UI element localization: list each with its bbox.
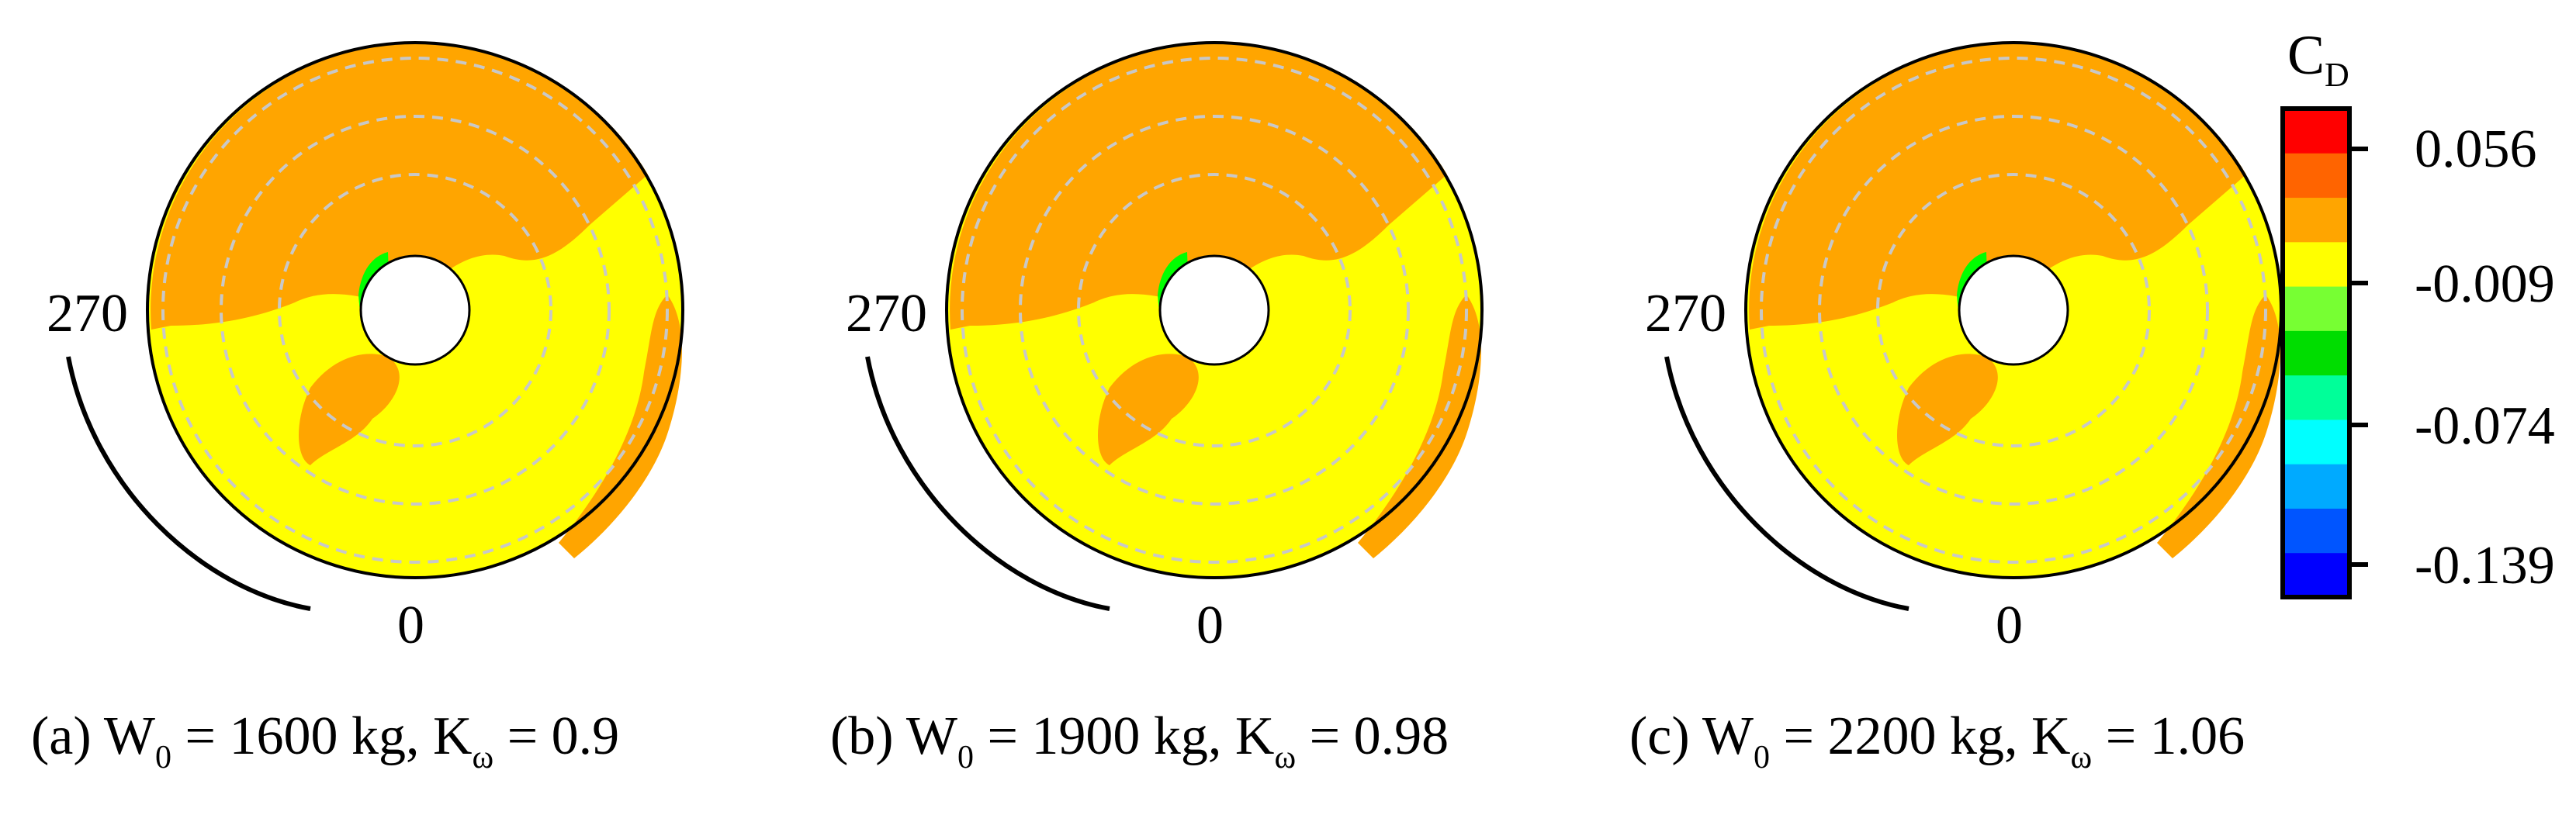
panel-c: 270 0 (c) W0 = 2200 kg, Kω = 1.06 [1598, 0, 2398, 815]
colorbar-segment [2283, 464, 2349, 509]
panel-caption: (c) W0 = 2200 kg, Kω = 1.06 [1629, 706, 2245, 775]
colorbar-tick-label: 0.056 [2415, 119, 2537, 179]
colorbar-segment [2283, 109, 2349, 154]
colorbar-segment [2283, 286, 2349, 331]
angle-label-0: 0 [1996, 596, 2023, 655]
angle-label-270: 270 [47, 284, 128, 344]
colorbar-tick-label: -0.139 [2415, 536, 2555, 596]
colorbar-tick-label: -0.074 [2415, 396, 2555, 456]
colorbar-segment [2283, 508, 2349, 554]
angle-label-270: 270 [1645, 284, 1726, 344]
colorbar-segment [2283, 241, 2349, 287]
colorbar-segment [2283, 153, 2349, 199]
panel-caption: (a) W0 = 1600 kg, Kω = 0.9 [31, 706, 620, 775]
rotor-disk-contour [1664, 41, 2283, 611]
colorbar-segment [2283, 552, 2349, 598]
panel-b: 270 0 (b) W0 = 1900 kg, Kω = 0.98 [799, 0, 1598, 815]
colorbar-tick-label: -0.009 [2415, 254, 2555, 314]
colorbar-segment [2283, 330, 2349, 376]
angle-label-270: 270 [846, 284, 927, 344]
colorbar-segment [2283, 419, 2349, 464]
rotor-disk-contour [865, 41, 1484, 611]
colorbar-segment [2283, 375, 2349, 420]
colorbar-segment [2283, 197, 2349, 243]
colorbar [2280, 106, 2368, 599]
angle-label-0: 0 [1196, 596, 1224, 655]
panel-caption: (b) W0 = 1900 kg, Kω = 0.98 [830, 706, 1449, 775]
angle-label-0: 0 [397, 596, 424, 655]
rotor-disk-contour [66, 41, 684, 611]
colorbar-title: CD [2287, 24, 2349, 94]
panel-a: 270 0 (a) W0 = 1600 kg, Kω = 0.9 [0, 0, 799, 815]
